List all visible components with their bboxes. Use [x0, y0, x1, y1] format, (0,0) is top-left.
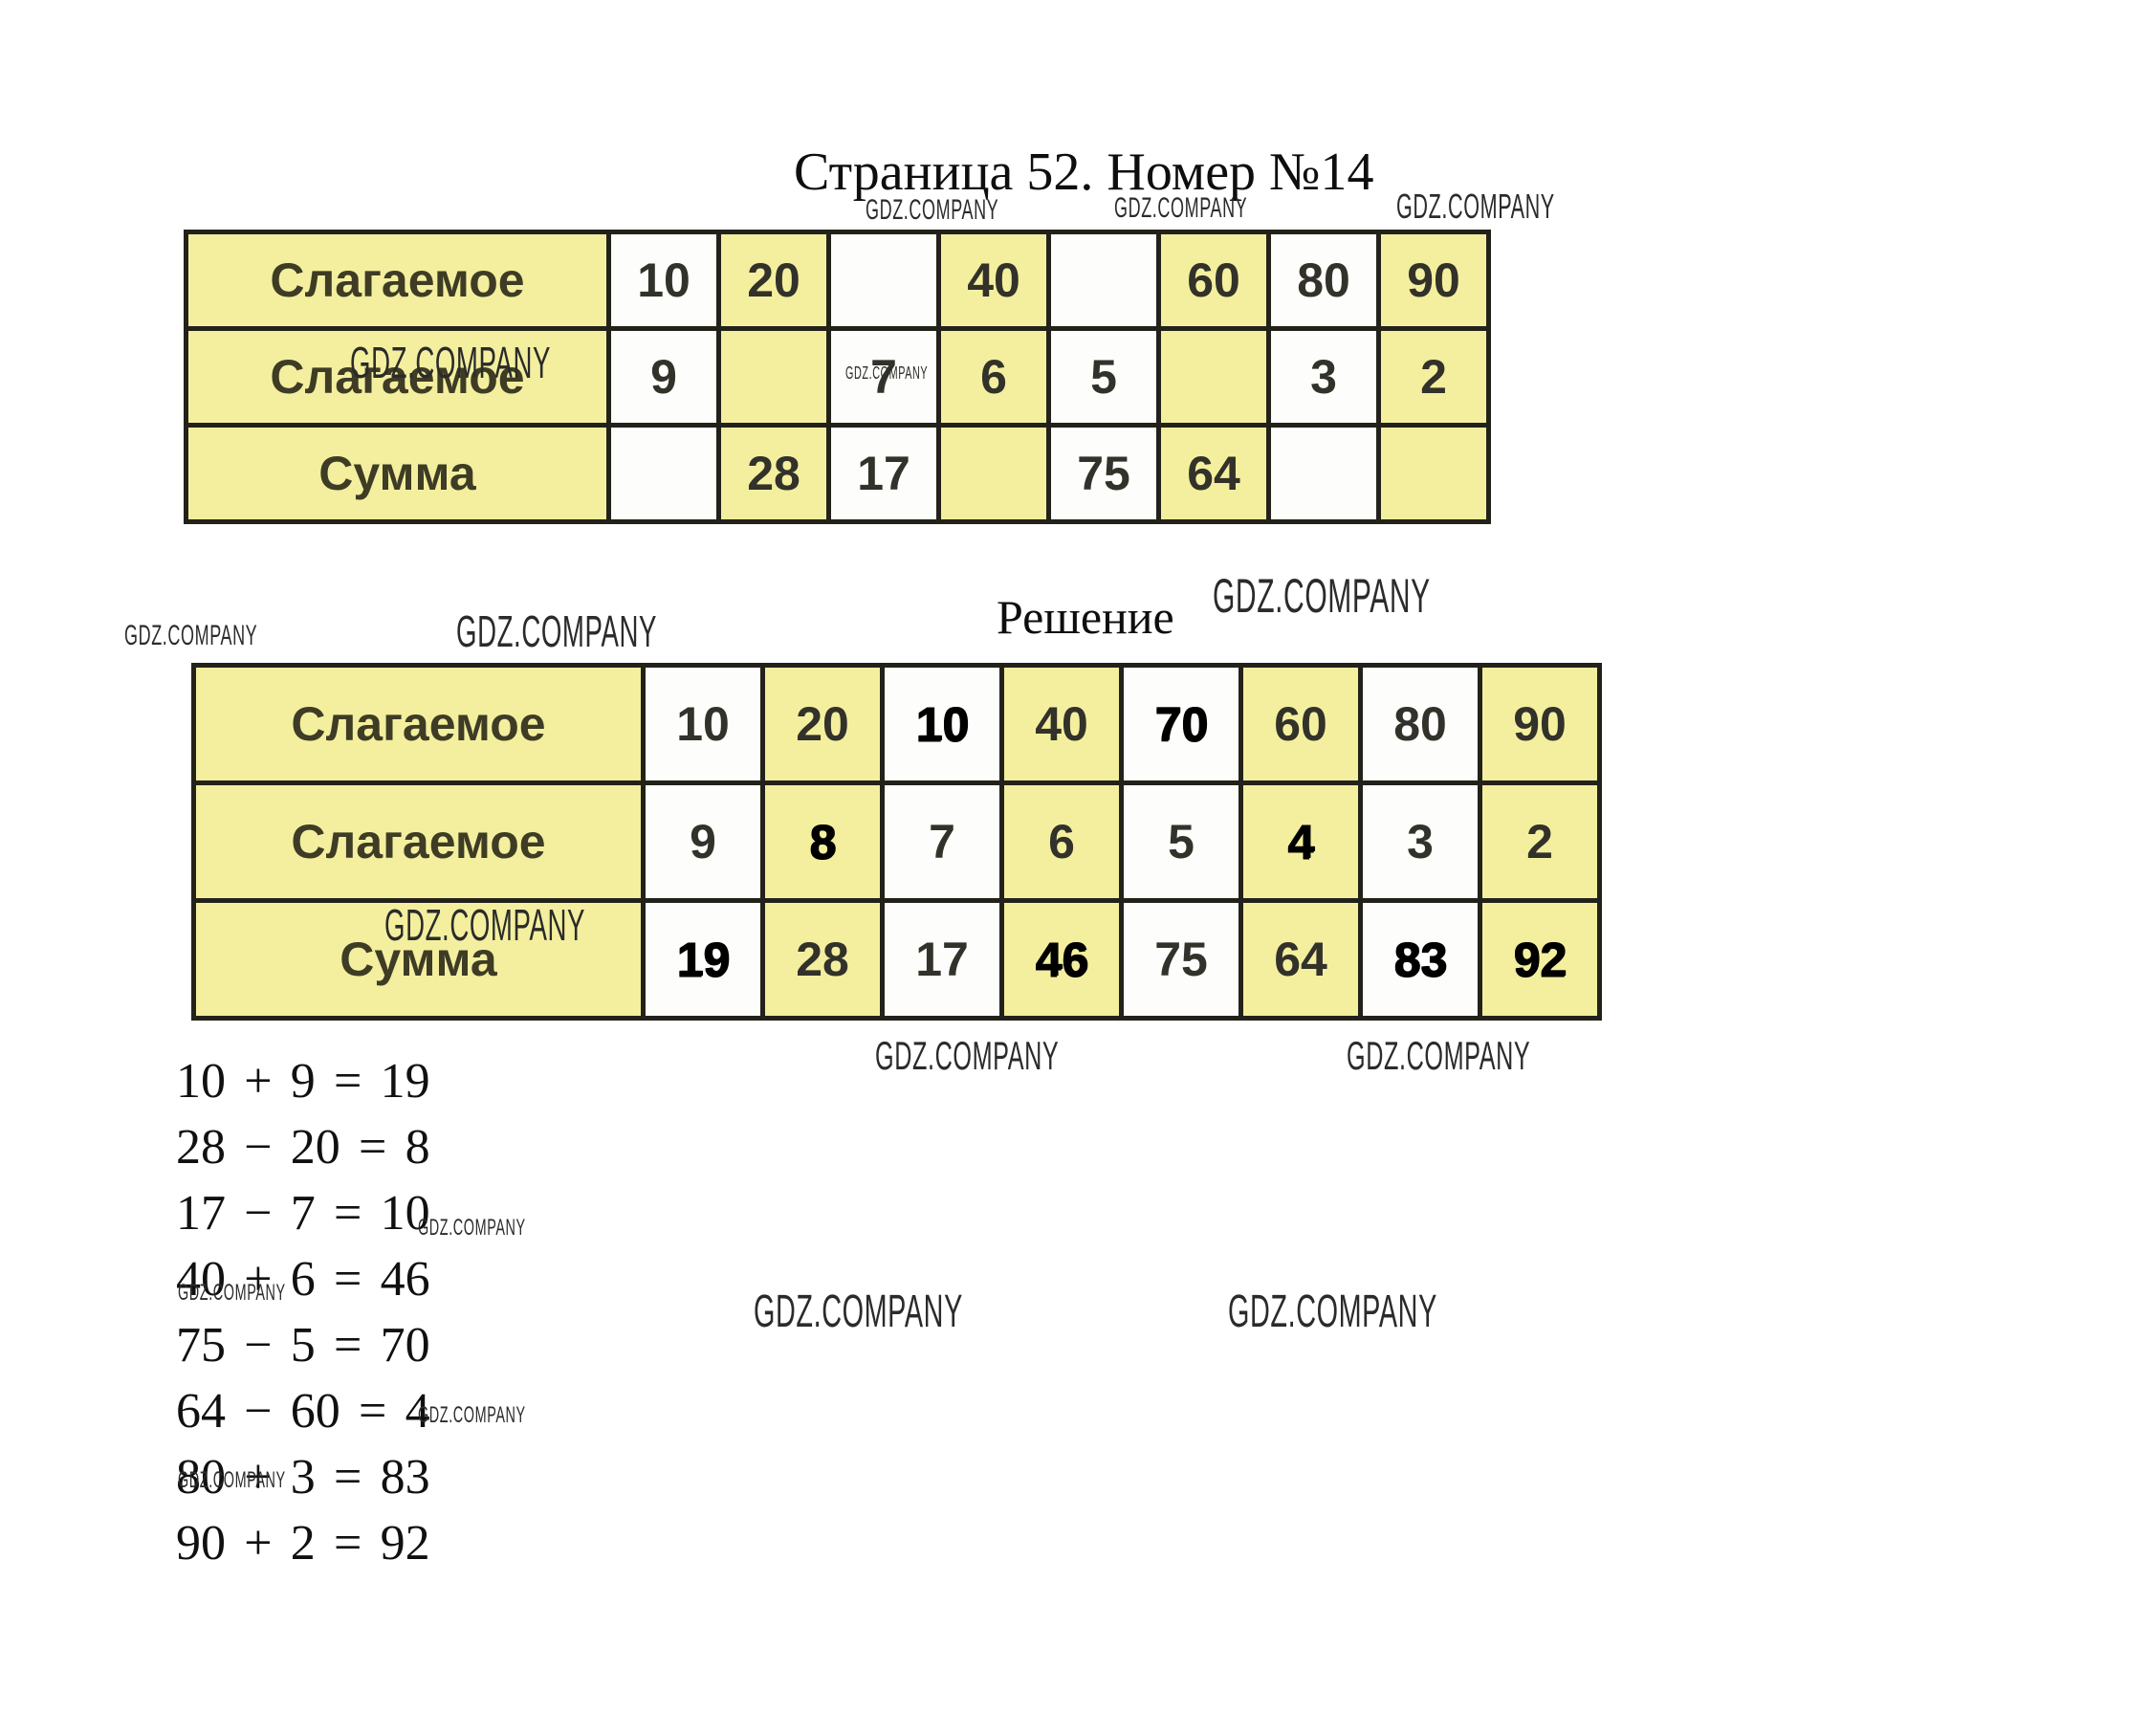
value-cell: 9: [641, 780, 765, 903]
equation-line: 90 + 2 = 92: [176, 1516, 430, 1571]
empty-cell: [1156, 326, 1271, 428]
equation-line: 64 − 60 = 4: [176, 1384, 430, 1439]
answer-cell: 19: [641, 898, 765, 1021]
value-cell: 10: [641, 663, 765, 785]
value-cell: 90: [1478, 663, 1602, 785]
empty-cell: [826, 230, 941, 331]
equation-line: 28 − 20 = 8: [176, 1120, 430, 1175]
value-cell: 64: [1156, 423, 1271, 524]
equation-line: 75 − 5 = 70: [176, 1318, 430, 1373]
table-row: Слагаемое 9 8 7 6 5 4 3 2: [191, 780, 1602, 903]
empty-cell: [1046, 230, 1161, 331]
value-cell: 40: [999, 663, 1124, 785]
watermark: GDZ.COMPANY: [456, 606, 658, 656]
equation-line: 17 − 7 = 10: [176, 1186, 430, 1241]
page-title: Страница 52. Номер №14: [794, 143, 1374, 202]
answer-cell: 70: [1119, 663, 1243, 785]
value-cell: 17: [826, 423, 941, 524]
answer-cell: 46: [999, 898, 1124, 1021]
watermark: GDZ.COMPANY: [124, 620, 258, 651]
value-cell: 2: [1376, 326, 1491, 428]
row-label: Слагаемое: [191, 780, 646, 903]
watermark: GDZ.COMPANY: [178, 1280, 286, 1306]
problem-table: Слагаемое 10 20 40 60 80 90 Слагаемое 9 7 6 5 3 2 Сумм…: [184, 230, 1491, 524]
empty-cell: [716, 326, 831, 428]
equations-list: 10 + 9 = 19 28 − 20 = 8 17 − 7 = 10 40 + 6 …: [176, 1048, 430, 1576]
equation-line: 80 + 3 = 83: [176, 1450, 430, 1505]
value-cell: 60: [1156, 230, 1271, 331]
watermark: GDZ.COMPANY: [875, 1033, 1060, 1078]
watermark: GDZ.COMPANY: [845, 363, 929, 383]
empty-cell: [606, 423, 721, 524]
watermark: GDZ.COMPANY: [1114, 192, 1248, 224]
watermark: GDZ.COMPANY: [1396, 187, 1555, 226]
table-row: Сумма 19 28 17 46 75 64 83 92: [191, 898, 1602, 1021]
answer-cell: 92: [1478, 898, 1602, 1021]
value-cell: 9: [606, 326, 721, 428]
empty-cell: [1376, 423, 1491, 524]
value-cell: 10: [606, 230, 721, 331]
row-label: Сумма: [184, 423, 611, 524]
watermark: GDZ.COMPANY: [178, 1467, 286, 1493]
watermark: GDZ.COMPANY: [1347, 1033, 1531, 1078]
value-cell: 3: [1358, 780, 1482, 903]
value-cell: 3: [1266, 326, 1381, 428]
answer-cell: 8: [760, 780, 885, 903]
value-cell: 7: [880, 780, 1004, 903]
value-cell: 75: [1119, 898, 1243, 1021]
value-cell: 6: [999, 780, 1124, 903]
watermark: GDZ.COMPANY: [866, 194, 999, 226]
watermark: GDZ.COMPANY: [1228, 1286, 1437, 1337]
value-cell: 20: [716, 230, 831, 331]
empty-cell: [1266, 423, 1381, 524]
value-cell: 28: [760, 898, 885, 1021]
value-cell: 7: [826, 326, 941, 428]
watermark: GDZ.COMPANY: [418, 1402, 526, 1428]
watermark: GDZ.COMPANY: [1213, 569, 1431, 623]
solution-heading: Решение: [997, 590, 1174, 644]
watermark: GDZ.COMPANY: [418, 1215, 526, 1241]
watermark: GDZ.COMPANY: [350, 338, 552, 387]
value-cell: 5: [1046, 326, 1161, 428]
value-cell: 20: [760, 663, 885, 785]
value-cell: 40: [936, 230, 1051, 331]
empty-cell: [936, 423, 1051, 524]
watermark: GDZ.COMPANY: [384, 900, 586, 950]
value-cell: 60: [1238, 663, 1363, 785]
value-cell: 17: [880, 898, 1004, 1021]
table-row: Слагаемое 10 20 10 40 70 60 80 90: [191, 663, 1602, 785]
value-cell: 6: [936, 326, 1051, 428]
row-label: Слагаемое: [184, 230, 611, 331]
solution-table: Слагаемое 10 20 10 40 70 60 80 90 Слагаемое 9 8 7 6 5 4…: [191, 663, 1602, 1021]
answer-cell: 83: [1358, 898, 1482, 1021]
equation-line: 40 + 6 = 46: [176, 1252, 430, 1307]
row-label: Слагаемое: [184, 326, 611, 428]
value-cell: 90: [1376, 230, 1491, 331]
answer-cell: 10: [880, 663, 1004, 785]
table-row: Слагаемое 9 7 6 5 3 2: [184, 326, 1491, 428]
table-row: Сумма 28 17 75 64: [184, 423, 1491, 524]
value-cell: 28: [716, 423, 831, 524]
value-cell: 80: [1266, 230, 1381, 331]
value-cell: 75: [1046, 423, 1161, 524]
value-cell: 64: [1238, 898, 1363, 1021]
equation-line: 10 + 9 = 19: [176, 1054, 430, 1109]
watermark: GDZ.COMPANY: [754, 1286, 963, 1337]
row-label: Сумма: [191, 898, 646, 1021]
value-cell: 80: [1358, 663, 1482, 785]
value-cell: 2: [1478, 780, 1602, 903]
value-cell: 5: [1119, 780, 1243, 903]
table-row: Слагаемое 10 20 40 60 80 90: [184, 230, 1491, 331]
row-label: Слагаемое: [191, 663, 646, 785]
answer-cell: 4: [1238, 780, 1363, 903]
